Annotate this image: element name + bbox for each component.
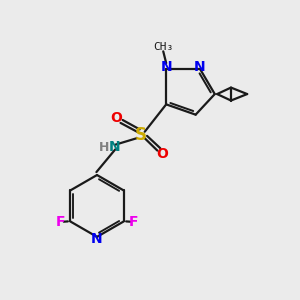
Text: H: H [99, 141, 110, 154]
Text: N: N [160, 60, 172, 74]
Text: S: S [135, 126, 147, 144]
Text: N: N [194, 60, 206, 74]
Text: O: O [156, 147, 168, 161]
Text: CH₃: CH₃ [153, 42, 173, 52]
Text: O: O [110, 111, 122, 125]
Text: F: F [128, 215, 138, 229]
Text: N: N [91, 232, 103, 246]
Text: F: F [56, 215, 66, 229]
Text: N: N [108, 140, 120, 154]
